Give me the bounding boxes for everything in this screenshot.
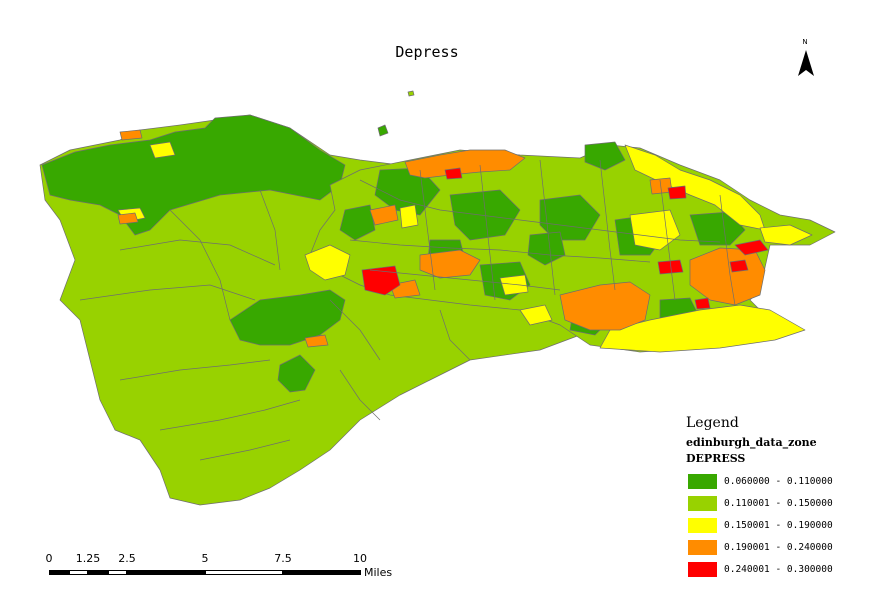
scale-segment xyxy=(88,570,108,575)
legend-swatch xyxy=(688,539,717,555)
region-orange-north xyxy=(404,149,526,179)
legend-layer-name: edinburgh_data_zone xyxy=(686,436,817,449)
legend-swatch xyxy=(688,517,717,533)
region-yellow-west xyxy=(304,244,351,281)
scale-tick-label: 7.5 xyxy=(274,552,292,565)
legend-label: 0.240001 - 0.300000 xyxy=(724,563,833,575)
legend-item: 0.190001 - 0.240000 xyxy=(686,536,866,558)
region-red-west xyxy=(361,265,401,296)
legend: Legend edinburgh_data_zone DEPRESS 0.060… xyxy=(686,415,866,580)
scale-segment xyxy=(49,570,69,575)
legend-field-name: DEPRESS xyxy=(686,452,746,465)
region-orange-east xyxy=(689,247,766,306)
scale-tick-label: 1.25 xyxy=(75,552,101,565)
legend-swatch xyxy=(688,561,717,577)
scale-tick-label: 10 xyxy=(353,552,367,565)
scale-segment xyxy=(108,570,127,575)
legend-title: Legend xyxy=(686,415,739,431)
region-orange-south xyxy=(559,281,651,331)
scale-tick-label: 0 xyxy=(45,552,53,565)
legend-items: 0.060000 - 0.110000 0.110001 - 0.150000 … xyxy=(686,470,866,580)
map-regions xyxy=(39,90,836,506)
region-yellow-southeast xyxy=(599,304,806,353)
region-south-dark xyxy=(277,354,316,393)
map-title: Depress xyxy=(395,43,459,61)
legend-label: 0.150001 - 0.190000 xyxy=(724,519,833,531)
scale-segment xyxy=(69,570,88,575)
legend-label: 0.190001 - 0.240000 xyxy=(724,541,833,553)
legend-label: 0.110001 - 0.150000 xyxy=(724,497,833,509)
scale-bar: 0 1.25 2.5 5 7.5 10 Miles xyxy=(40,552,410,584)
scale-tick-label: 2.5 xyxy=(118,552,136,565)
scale-segment xyxy=(127,570,205,575)
legend-item: 0.110001 - 0.150000 xyxy=(686,492,866,514)
legend-label: 0.060000 - 0.110000 xyxy=(724,475,833,487)
north-label: N xyxy=(802,38,808,46)
region-red-east xyxy=(734,239,769,256)
scale-units-label: Miles xyxy=(364,566,393,579)
scale-segment xyxy=(283,570,361,575)
region-central-dark xyxy=(229,289,346,346)
legend-item: 0.060000 - 0.110000 xyxy=(686,470,866,492)
legend-swatch xyxy=(688,495,717,511)
legend-item: 0.240001 - 0.300000 xyxy=(686,558,866,580)
legend-item: 0.150001 - 0.190000 xyxy=(686,514,866,536)
legend-swatch xyxy=(688,473,717,489)
scale-tick-label: 5 xyxy=(201,552,209,565)
north-arrow-icon xyxy=(798,50,814,76)
scale-segment xyxy=(205,570,283,575)
